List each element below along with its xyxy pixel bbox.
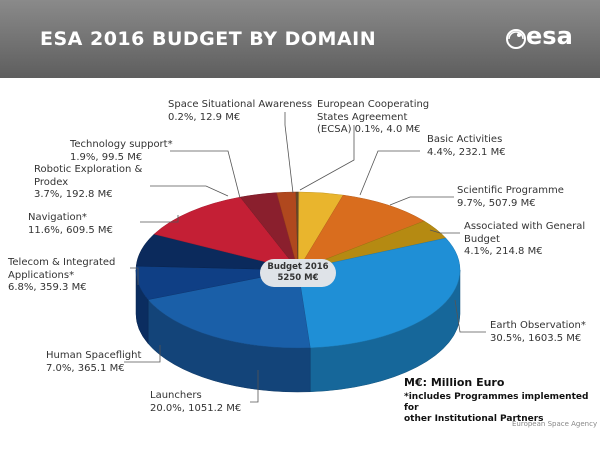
slice-label-7-line-1: Applications*: [8, 269, 75, 281]
slice-label-8-line-1: 11.6%, 609.5 M€: [28, 224, 113, 236]
slice-label-7: Telecom & Integrated Applications* 6.8%, 3…: [8, 257, 115, 295]
center-label-line2: 5250 M€: [277, 273, 319, 283]
slice-5: [147, 269, 311, 349]
slice-label-10-line-1: 1.9%, 99.5 M€: [70, 151, 143, 163]
slice-label-3-line-0: Associated with General: [464, 221, 586, 232]
slice-label-0-line-0: European Cooperating: [317, 99, 430, 110]
leader-line-5: [250, 370, 259, 403]
agency-credit: European Space Agency: [512, 420, 598, 428]
slice-label-5: Launchers 20.0%, 1051.2 M€: [150, 390, 241, 415]
leader-line-8: [140, 215, 179, 223]
slice-label-6-line-1: 7.0%, 365.1 M€: [46, 362, 125, 374]
footnote-line1: *includes Programmes implemented for: [404, 392, 589, 413]
slice-label-2-line-0: Scientific Programme: [457, 185, 564, 196]
slice-label-4-line-1: 30.5%, 1603.5 M€: [490, 332, 582, 344]
esa-logo-text: esa: [526, 22, 573, 50]
page-title: ESA 2016 BUDGET BY DOMAIN: [40, 28, 377, 50]
slice-11: [295, 191, 299, 271]
slice-label-1-line-0: Basic Activities: [427, 134, 503, 145]
slice-label-0-line-2: (ECSA) 0.1%, 4.0 M€: [317, 124, 421, 135]
slice-label-4-line-0: Earth Observation*: [490, 320, 586, 331]
esa-logo-icon: [506, 29, 526, 49]
slice-label-1-line-1: 4.4%, 232.1 M€: [427, 146, 506, 158]
leader-line-1: [359, 150, 420, 196]
leader-line-2: [389, 196, 454, 206]
slice-label-9-line-1: Prodex: [34, 176, 69, 188]
leader-line-0: [299, 125, 355, 191]
slice-2: [297, 194, 425, 271]
leader-line-4: [454, 299, 486, 333]
slice-4: [297, 237, 461, 349]
leader-lines: [124, 112, 486, 403]
center-label: Budget 2016 5250 M€: [260, 259, 336, 287]
slice-label-3-line-2: 4.1%, 214.8 M€: [464, 246, 543, 257]
slice-label-6-line-0: Human Spaceflight: [46, 350, 142, 361]
slice-label-8: Navigation* 11.6%, 609.5 M€: [28, 212, 113, 237]
footnote: *includes Programmes implemented for oth…: [404, 392, 600, 425]
slice-label-9: Robotic Exploration & Prodex 3.7%, 192.8 M…: [34, 164, 142, 202]
slice-label-0-line-1: States Agreement: [317, 111, 408, 123]
pie-slices: [135, 191, 461, 349]
leader-line-3: [429, 229, 460, 234]
slice-label-11-line-0: Space Situational Awareness: [168, 99, 313, 110]
leader-line-6: [124, 345, 161, 363]
slice-label-7-line-2: 6.8%, 359.3 M€: [8, 282, 87, 293]
slice-label-3: Associated with General Budget 4.1%, 214.8…: [464, 221, 585, 259]
slice-label-0: European Cooperating States Agreement (ECS…: [317, 99, 429, 137]
leader-line-9: [150, 185, 229, 197]
unit-note: M€: Million Euro: [404, 376, 505, 389]
header-banner: ESA 2016 BUDGET BY DOMAIN esa: [0, 0, 600, 78]
slice-label-11-line-1: 0.2%, 12.9 M€: [168, 111, 241, 123]
leader-line-11: [284, 112, 294, 194]
slice-label-9-line-2: 3.7%, 192.8 M€: [34, 189, 113, 200]
slice-label-7-line-0: Telecom & Integrated: [8, 257, 116, 268]
slice-label-11: Space Situational Awareness 0.2%, 12.9 M€: [168, 99, 312, 124]
slice-8: [153, 196, 299, 271]
slice-label-2-line-1: 9.7%, 507.9 M€: [457, 197, 536, 209]
slice-label-3-line-1: Budget: [464, 233, 500, 245]
slice-label-2: Scientific Programme 9.7%, 507.9 M€: [457, 185, 564, 210]
slice-label-9-line-0: Robotic Exploration &: [34, 164, 143, 175]
slice-label-5-line-0: Launchers: [150, 390, 202, 401]
slice-label-6: Human Spaceflight 7.0%, 365.1 M€: [46, 350, 141, 375]
slice-label-4: Earth Observation* 30.5%, 1603.5 M€: [490, 320, 586, 345]
leader-line-10: [170, 150, 241, 199]
slice-label-10-line-0: Technology support*: [70, 139, 173, 150]
footnote-line2: other Institutional Partners: [404, 414, 544, 424]
slice-label-5-line-1: 20.0%, 1051.2 M€: [150, 402, 242, 414]
center-label-line1: Budget 2016: [267, 262, 329, 272]
slice-label-1: Basic Activities 4.4%, 232.1 M€: [427, 134, 506, 159]
slice-label-10: Technology support* 1.9%, 99.5 M€: [70, 139, 173, 164]
leader-line-7: [130, 267, 139, 285]
slice-label-8-line-0: Navigation*: [28, 212, 87, 223]
